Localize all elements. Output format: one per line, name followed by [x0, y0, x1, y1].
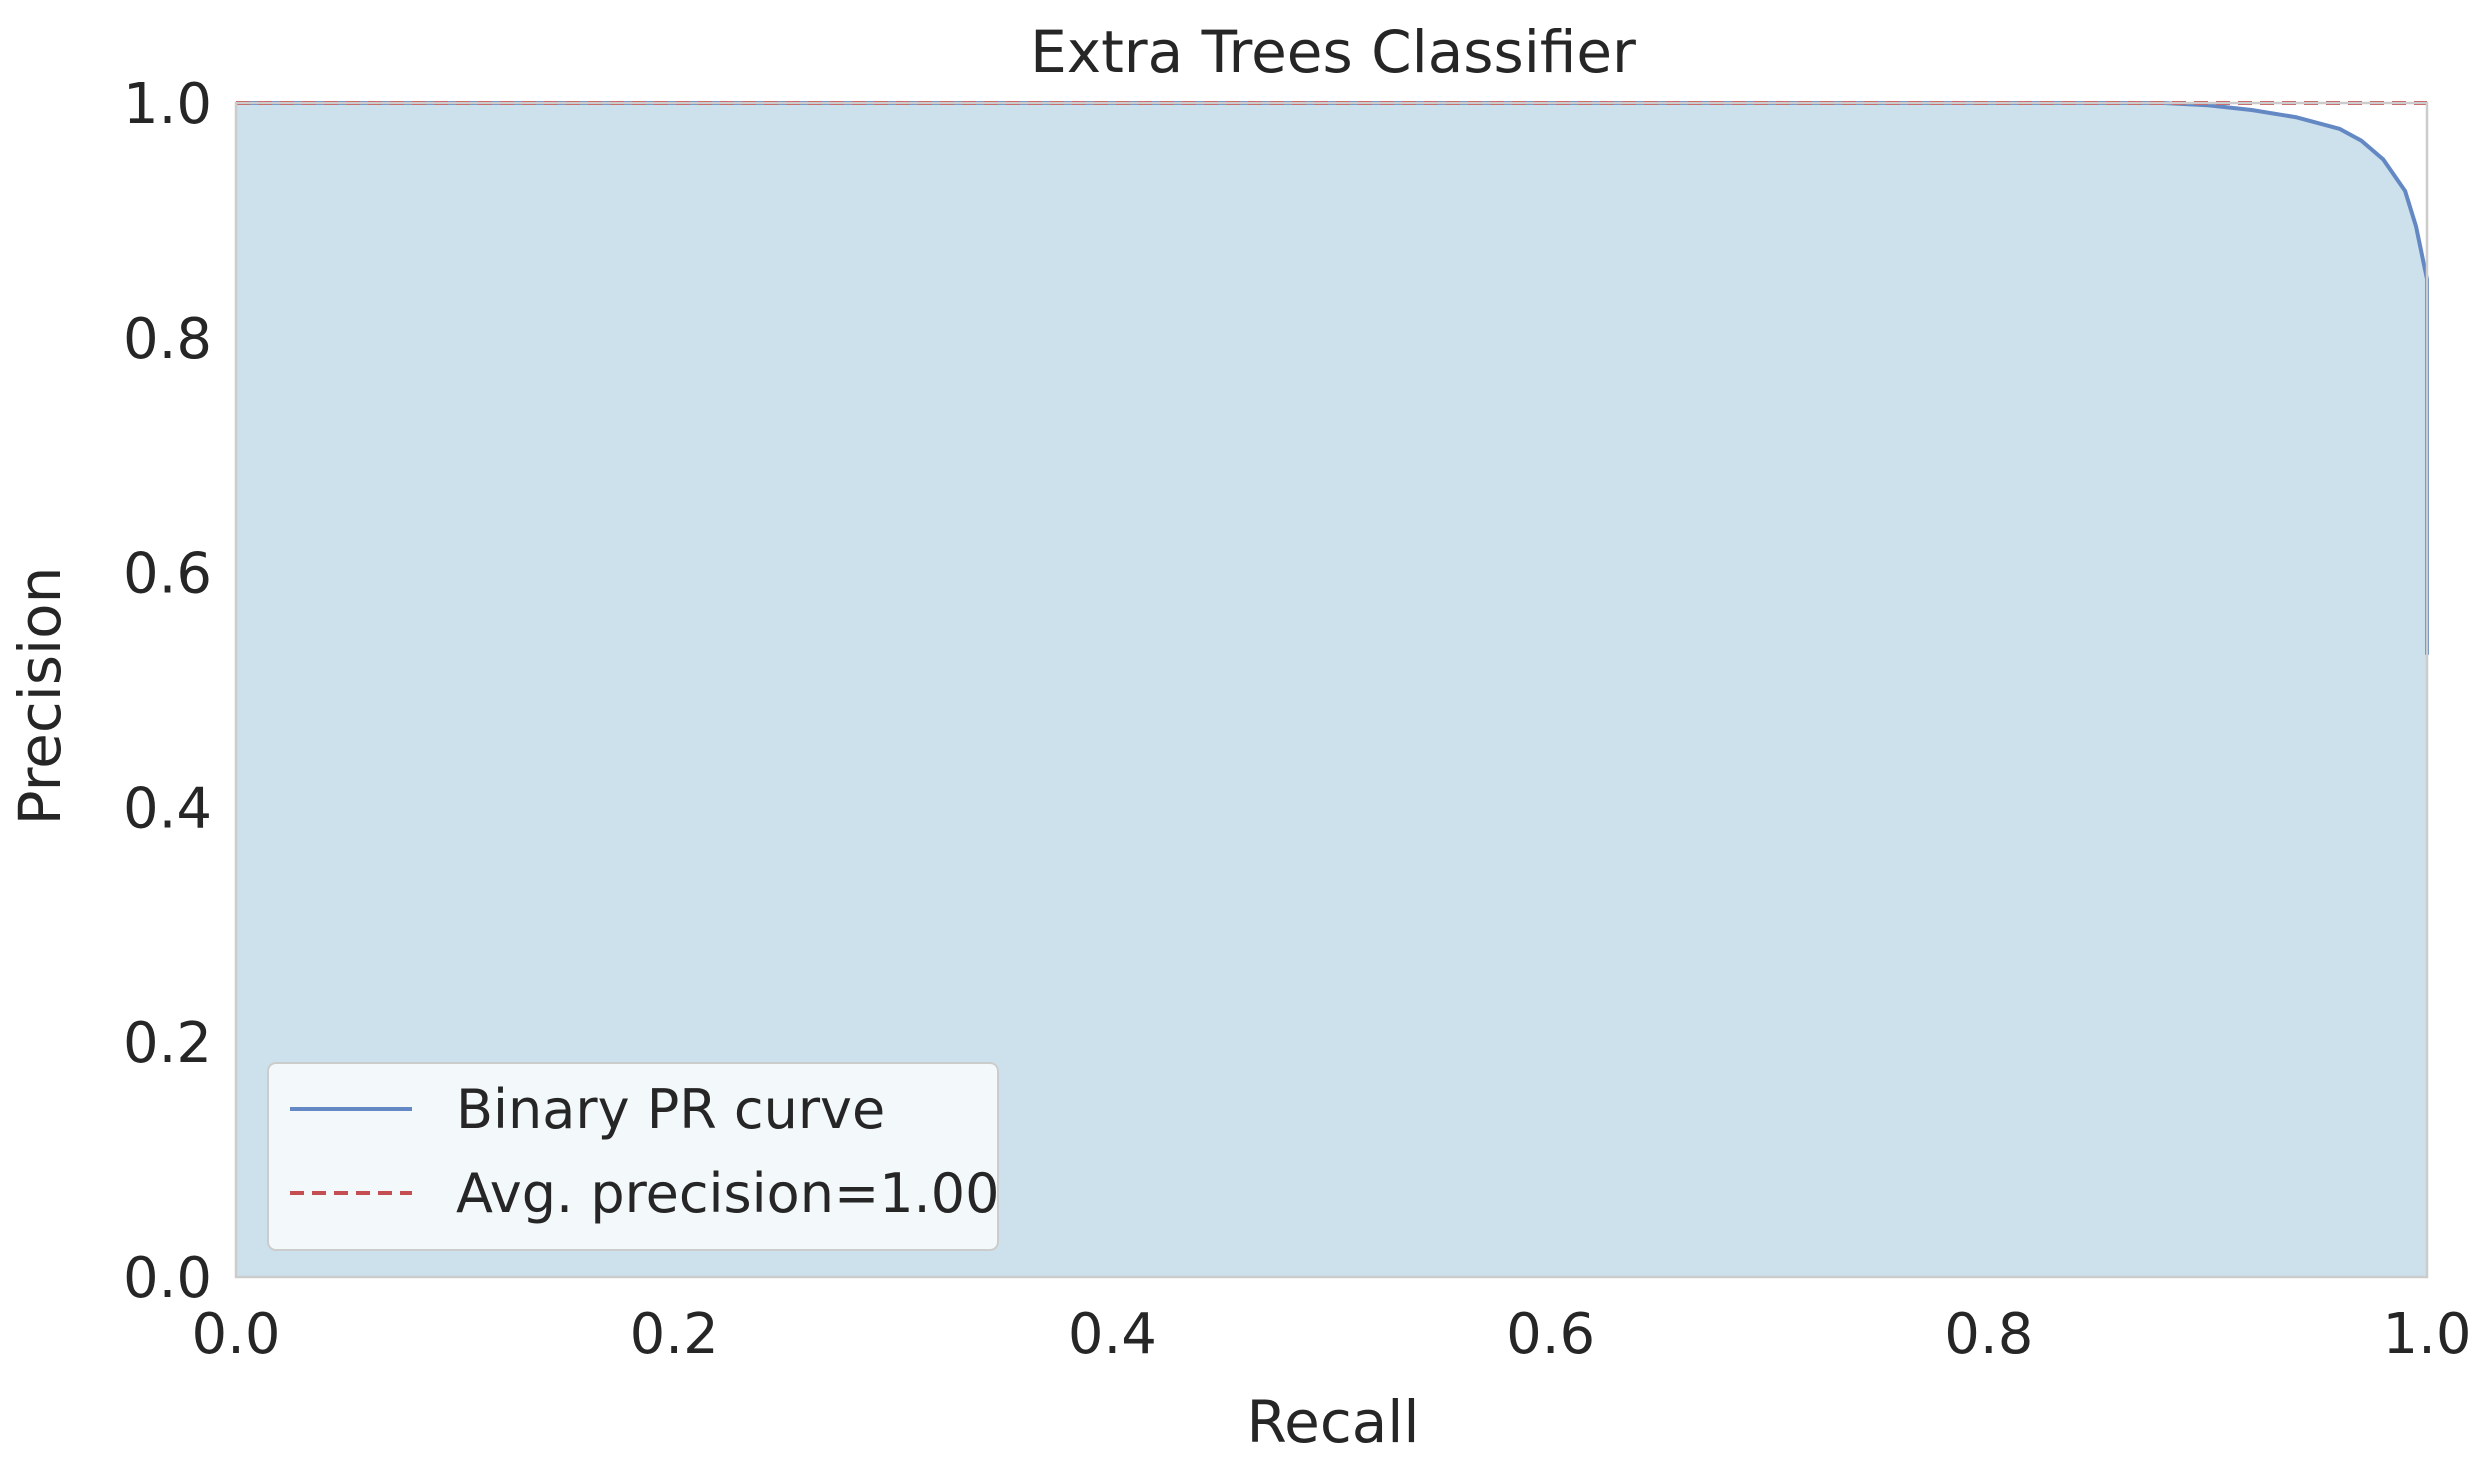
- y-tick-label: 0.4: [123, 776, 212, 841]
- x-tick-label: 0.2: [630, 1302, 719, 1367]
- legend-box: [267, 1062, 999, 1251]
- y-tick-label: 0.8: [123, 307, 212, 372]
- x-tick-label: 0.0: [191, 1302, 280, 1367]
- chart-title: Extra Trees Classifier: [1030, 18, 1636, 86]
- legend: Binary PR curve Avg. precision=1.00: [267, 1062, 999, 1251]
- axes: 0.0 0.2 0.4 0.6 0.8 1.0 0.0 0.2 0.4 0.6 0.8 1.0: [123, 72, 2472, 1367]
- y-axis-title: Precision: [6, 567, 74, 826]
- x-tick-label: 0.6: [1506, 1302, 1595, 1367]
- x-axis-title: Recall: [1246, 1388, 1419, 1456]
- area-fill-0: [236, 103, 2427, 1277]
- plot-frame: [234, 101, 2429, 1279]
- legend-label-avg-precision: Avg. precision=1.00: [456, 1162, 999, 1225]
- x-tick-label: 0.8: [1944, 1302, 2033, 1367]
- y-tick-label: 0.6: [123, 542, 212, 607]
- y-tick-label: 0.2: [123, 1011, 212, 1076]
- y-tick-label: 0.0: [123, 1246, 212, 1311]
- x-tick-label: 1.0: [2382, 1302, 2471, 1367]
- legend-label-pr-curve: Binary PR curve: [456, 1078, 885, 1141]
- y-tick-label: 1.0: [123, 72, 212, 137]
- x-tick-label: 0.4: [1068, 1302, 1157, 1367]
